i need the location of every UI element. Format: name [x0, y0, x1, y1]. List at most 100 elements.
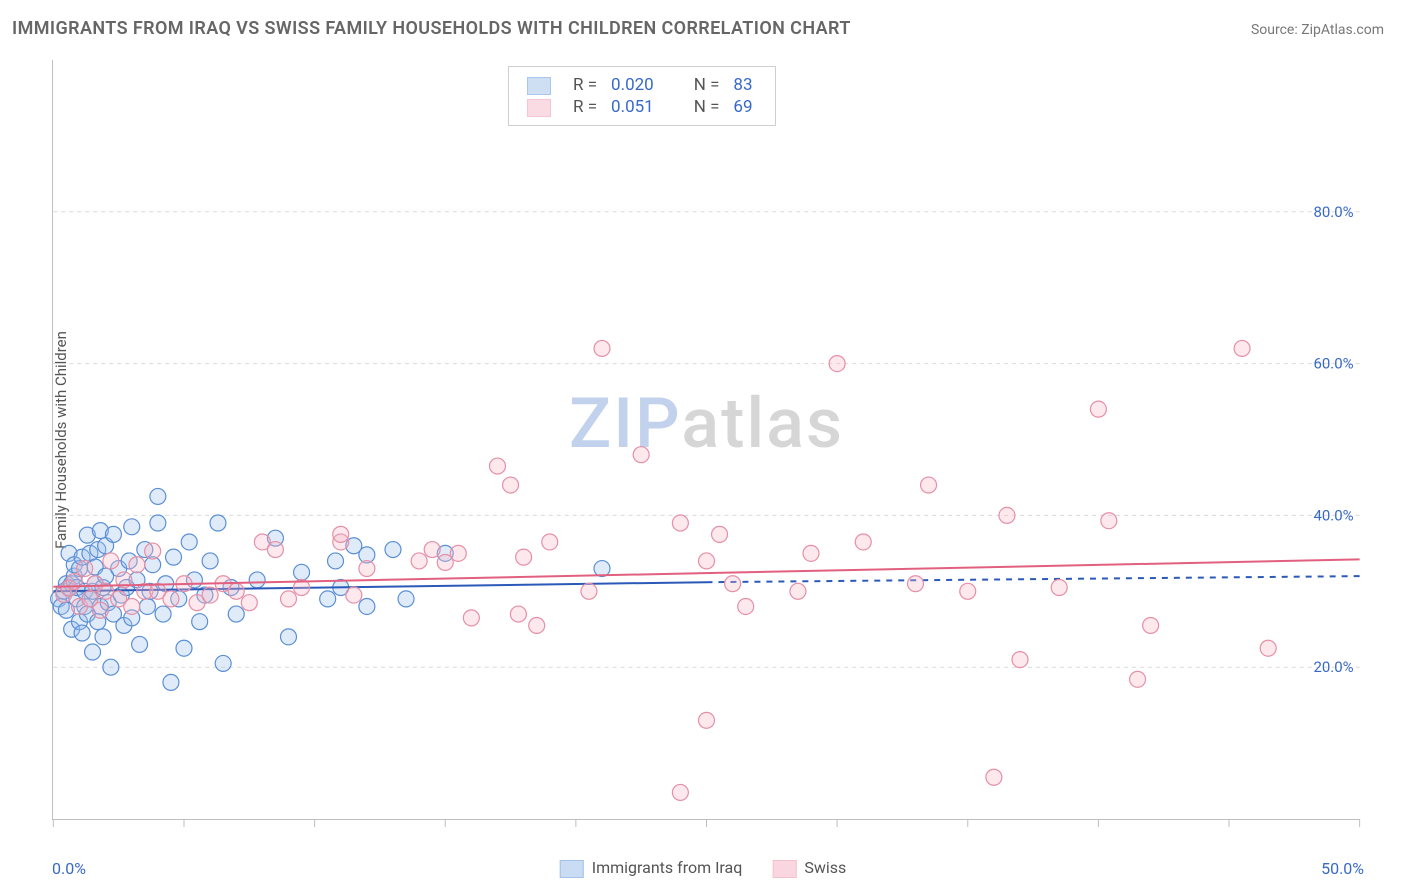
legend-n-value: 83: [727, 75, 758, 95]
data-point-iraq: [163, 674, 179, 690]
legend-row-iraq: R = 0.020 N = 83: [521, 75, 759, 95]
data-point-iraq: [150, 515, 166, 531]
data-point-swiss: [1101, 513, 1117, 529]
chart-page: IMMIGRANTS FROM IRAQ VS SWISS FAMILY HOU…: [0, 0, 1406, 892]
correlation-legend: R = 0.020 N = 83 R = 0.051 N = 69: [508, 66, 776, 126]
data-point-swiss: [163, 591, 179, 607]
legend-r-label: R =: [567, 75, 603, 95]
data-point-swiss: [594, 340, 610, 356]
legend-r-label: R =: [567, 97, 603, 117]
data-point-iraq: [105, 526, 121, 542]
data-point-swiss: [346, 587, 362, 603]
data-point-swiss: [228, 583, 244, 599]
data-point-swiss: [633, 447, 649, 463]
legend-r-value: 0.051: [605, 97, 660, 117]
data-point-swiss: [103, 553, 119, 569]
data-point-swiss: [672, 515, 688, 531]
x-axis-min-label: 0.0%: [52, 859, 86, 878]
y-tick-label: 40.0%: [1313, 506, 1353, 524]
data-point-iraq: [328, 553, 344, 569]
data-point-swiss: [202, 587, 218, 603]
data-point-iraq: [181, 534, 197, 550]
data-point-swiss: [281, 591, 297, 607]
data-point-swiss: [672, 784, 688, 800]
data-point-iraq: [281, 629, 297, 645]
data-point-swiss: [529, 617, 545, 633]
data-point-swiss: [790, 583, 806, 599]
legend-n-label: N =: [688, 75, 726, 95]
data-point-swiss: [908, 576, 924, 592]
legend-n-value: 69: [727, 97, 758, 117]
data-point-swiss: [1143, 617, 1159, 633]
data-point-iraq: [103, 659, 119, 675]
bottom-legend-item-iraq: Immigrants from Iraq: [560, 858, 743, 878]
data-point-swiss: [1090, 401, 1106, 417]
data-point-swiss: [450, 545, 466, 561]
data-point-swiss: [267, 542, 283, 558]
data-point-iraq: [210, 515, 226, 531]
source-attribution: Source: ZipAtlas.com: [1251, 22, 1384, 38]
y-tick-label: 20.0%: [1313, 658, 1353, 676]
data-point-iraq: [150, 488, 166, 504]
data-point-swiss: [463, 610, 479, 626]
data-point-iraq: [132, 636, 148, 652]
source-label: Source:: [1251, 22, 1301, 38]
data-point-swiss: [510, 606, 526, 622]
data-point-swiss: [699, 712, 715, 728]
legend-n-label: N =: [688, 97, 726, 117]
data-point-swiss: [581, 583, 597, 599]
data-point-swiss: [1130, 671, 1146, 687]
data-point-swiss: [999, 507, 1015, 523]
data-point-swiss: [699, 553, 715, 569]
data-point-swiss: [829, 356, 845, 372]
data-point-swiss: [411, 553, 427, 569]
chart-svg: 20.0% 40.0% 60.0% 80.0%: [53, 60, 1360, 819]
data-point-swiss: [725, 576, 741, 592]
data-point-iraq: [176, 640, 192, 656]
legend-r-value: 0.020: [605, 75, 660, 95]
data-point-swiss: [124, 598, 140, 614]
data-point-swiss: [738, 598, 754, 614]
data-point-iraq: [398, 591, 414, 607]
bottom-legend-label: Swiss: [804, 858, 846, 877]
data-point-iraq: [594, 561, 610, 577]
data-point-iraq: [192, 614, 208, 630]
data-point-swiss: [92, 602, 108, 618]
data-point-iraq: [202, 553, 218, 569]
data-point-iraq: [74, 625, 90, 641]
data-point-swiss: [542, 534, 558, 550]
series-legend: Immigrants from Iraq Swiss: [560, 858, 847, 878]
data-point-swiss: [712, 526, 728, 542]
data-point-iraq: [215, 655, 231, 671]
data-point-swiss: [1051, 580, 1067, 596]
data-point-swiss: [77, 561, 93, 577]
data-point-swiss: [333, 526, 349, 542]
data-point-swiss: [855, 534, 871, 550]
data-point-swiss: [1234, 340, 1250, 356]
data-point-swiss: [1012, 652, 1028, 668]
bottom-legend-item-swiss: Swiss: [772, 858, 846, 878]
data-point-swiss: [129, 557, 145, 573]
data-point-iraq: [249, 572, 265, 588]
x-axis-max-label: 50.0%: [1321, 859, 1364, 878]
source-value: ZipAtlas.com: [1301, 22, 1384, 38]
data-point-iraq: [85, 644, 101, 660]
data-point-iraq: [166, 549, 182, 565]
y-tick-label: 60.0%: [1313, 355, 1353, 373]
trendline-iraq-dashed: [707, 576, 1360, 582]
data-point-iraq: [95, 629, 111, 645]
data-point-swiss: [424, 542, 440, 558]
y-tick-label: 80.0%: [1313, 203, 1353, 221]
bottom-legend-swatch-iraq: [560, 860, 584, 878]
data-point-iraq: [294, 564, 310, 580]
data-point-iraq: [155, 606, 171, 622]
data-point-iraq: [139, 598, 155, 614]
legend-swatch-swiss: [527, 99, 551, 117]
data-point-iraq: [385, 542, 401, 558]
data-point-swiss: [960, 583, 976, 599]
data-point-iraq: [320, 591, 336, 607]
data-point-iraq: [124, 519, 140, 535]
data-point-swiss: [503, 477, 519, 493]
chart-title: IMMIGRANTS FROM IRAQ VS SWISS FAMILY HOU…: [12, 18, 851, 39]
data-point-swiss: [986, 769, 1002, 785]
